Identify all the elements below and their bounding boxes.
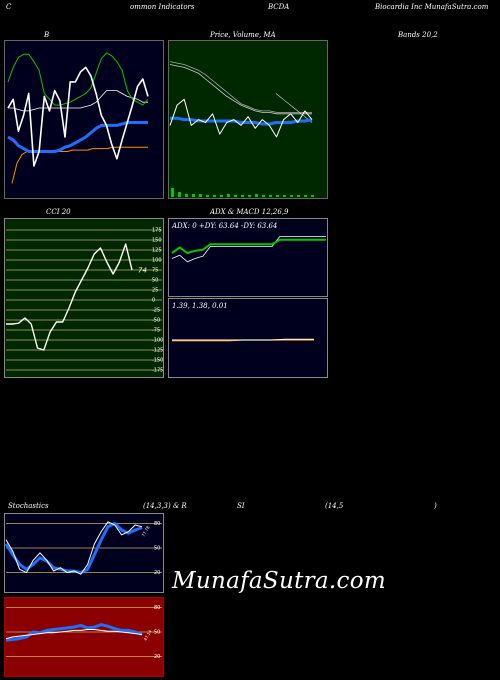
volume-bar [171, 188, 174, 197]
volume-bar [178, 192, 181, 197]
stoch-tick-label: 80 [154, 521, 160, 527]
bollinger-chart [4, 40, 164, 199]
price-line [169, 98, 313, 138]
cci-tick-label: -175 [152, 368, 163, 374]
stoch-params: (14,3,3) & R [143, 502, 187, 510]
cci-tick-label: 100 [152, 258, 162, 264]
panel-background [4, 218, 164, 378]
stoch-tick-label: 20 [154, 570, 160, 576]
price-volume-chart [168, 40, 328, 199]
volume-bar [213, 195, 216, 197]
cci-tick-label: 0 [152, 298, 155, 304]
header-symbol: BCDA [268, 3, 290, 11]
cci-current-label: 74 [138, 266, 147, 274]
rsi-close-paren: ) [434, 502, 437, 510]
cci-tick-label: 125 [152, 248, 162, 254]
volume-bar [234, 195, 237, 197]
cci-tick-label: -25 [152, 308, 160, 314]
volume-bar [248, 195, 251, 197]
green-band-upper [7, 52, 149, 106]
volume-bar [276, 195, 279, 197]
panel-background [168, 218, 328, 297]
cci-panel: 175 150 125 100 75 50 25 0 -25 -50 -75 -100 -125 -150… [4, 218, 164, 378]
stochastics-chart: 80 50 20 77.78 [4, 513, 164, 593]
ma-mid-line [169, 61, 312, 113]
rsi-tick-label: 20 [154, 654, 160, 660]
adx-macd-label: ADX & MACD 12,26,9 [210, 208, 289, 216]
volume-bar [304, 195, 307, 197]
bollinger-panel [4, 40, 164, 199]
blue-band-middle [7, 121, 148, 153]
rsi-tick-label: 80 [154, 605, 160, 611]
cci-tick-label: 175 [152, 228, 162, 234]
adx-panel: ADX: 0 +DY: 63.64 -DY: 63.64 [168, 218, 328, 297]
macd-line [172, 338, 314, 341]
volume-bar [290, 195, 293, 197]
volume-bar [206, 195, 209, 197]
volume-bar [311, 195, 314, 197]
volume-bar [185, 194, 188, 197]
cci-tick-label: -150 [152, 358, 163, 364]
cci-tick-label: -100 [152, 338, 163, 344]
bands-label: Bands 20,2 [398, 31, 438, 39]
dy-line [171, 236, 326, 263]
cci-tick-label: -50 [152, 318, 160, 324]
watermark: MunafaSutra.com [172, 568, 386, 594]
header-c: C [6, 3, 12, 11]
price-volume-label: Price, Volume, MA [210, 31, 276, 39]
volume-bar [227, 194, 230, 197]
cci-tick-label: 25 [152, 288, 158, 294]
cci-line [6, 243, 133, 351]
adx-values-label: ADX: 0 +DY: 63.64 -DY: 63.64 [171, 222, 277, 230]
ma-long-line [169, 64, 312, 115]
volume-bar [283, 195, 286, 197]
rsi-panel: 80 50 20 47.14 [4, 597, 164, 677]
adx-line [171, 238, 326, 254]
header-company: Biocardia Inc MunafaSutra.com [375, 3, 489, 11]
rsi-chart: 80 50 20 47.14 [4, 597, 164, 677]
ma-short-line [275, 93, 313, 123]
volume-bar [297, 195, 300, 197]
panel-background [4, 597, 164, 677]
volume-bar [241, 195, 244, 197]
cci-tick-label: -125 [152, 348, 163, 354]
volume-bar [269, 195, 272, 197]
cci-label: CCI 20 [46, 208, 71, 216]
macd-panel: 1.39, 1.38, 0.01 [168, 298, 328, 378]
macd-values-label: 1.39, 1.38, 0.01 [172, 302, 228, 310]
cci-tick-label: 150 [152, 238, 162, 244]
white-band-inner [8, 90, 148, 112]
adx-chart: ADX: 0 +DY: 63.64 -DY: 63.64 [168, 218, 328, 297]
cci-tick-label: -75 [152, 328, 160, 334]
rsi-line [5, 629, 143, 640]
stoch-current-label: 77.78 [141, 525, 151, 538]
cci-chart: 175 150 125 100 75 50 25 0 -25 -50 -75 -100 -125 -150… [4, 218, 164, 378]
volume-bar [220, 195, 223, 197]
rsi-params: (14,5 [325, 502, 344, 510]
price-line [7, 66, 149, 167]
macd-chart: 1.39, 1.38, 0.01 [168, 298, 328, 378]
volume-bar [262, 195, 265, 197]
rsi-current-label: 47.14 [143, 629, 153, 642]
cci-tick-label: 75 [152, 268, 158, 274]
panel-background [4, 513, 164, 593]
cci-tick-label: 50 [152, 278, 158, 284]
stoch-tick-label: 50 [154, 546, 160, 552]
panel-background [4, 40, 164, 199]
rsi-label: SI [237, 502, 245, 510]
blue-ma-line [170, 116, 313, 126]
price-panel [168, 40, 328, 199]
bollinger-label: B [44, 31, 50, 39]
volume-bar [255, 194, 258, 197]
stoch-k-line [5, 521, 143, 575]
panel-background [168, 298, 328, 378]
volume-bar [199, 194, 202, 197]
stoch-label: Stochastics [8, 502, 49, 510]
rsi-tick-label: 50 [154, 630, 160, 636]
header-indicators: ommon Indicators [130, 3, 195, 11]
volume-bar [192, 194, 195, 197]
stoch-panel: 80 50 20 77.78 [4, 513, 164, 593]
